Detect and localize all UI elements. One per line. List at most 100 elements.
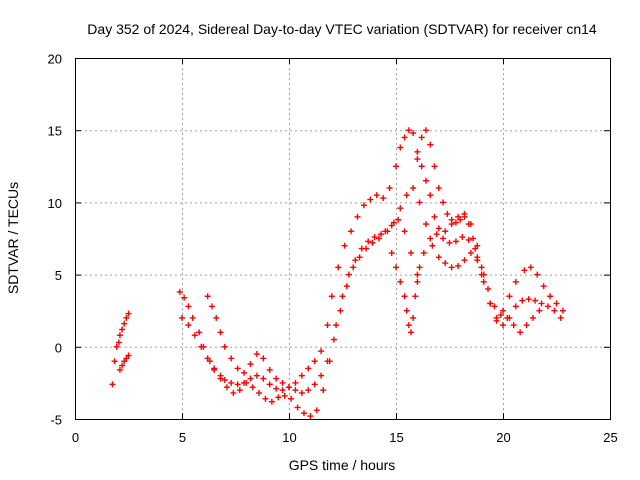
data-point [442,228,449,235]
data-point [311,381,318,388]
data-point [474,254,481,261]
data-point [529,314,536,321]
data-point [236,387,243,394]
data-point [343,283,350,290]
data-point [123,314,130,321]
data-point [457,216,464,223]
x-axis-label: GPS time / hours [289,457,396,473]
data-point [333,322,340,329]
plot-frame [75,58,611,420]
data-point [418,163,425,170]
data-point [504,314,511,321]
data-point [119,362,126,369]
data-point [213,314,220,321]
data-point [521,267,528,274]
data-point [405,127,412,134]
data-point [279,379,286,386]
data-point [247,375,254,382]
data-point [185,303,192,310]
data-point [429,242,436,249]
data-point [407,329,414,336]
data-point [292,387,299,394]
data-point [557,314,564,321]
data-point [249,384,256,391]
data-point [260,355,267,362]
data-point [208,303,215,310]
data-point [204,293,211,300]
data-point [536,307,543,314]
data-point [234,365,241,372]
data-point [487,300,494,307]
data-point [189,314,196,321]
data-point [397,144,404,151]
data-point [448,216,455,223]
data-point [559,307,566,314]
data-point [337,307,344,314]
data-point [427,141,434,148]
data-point [478,264,485,271]
data-point [500,307,506,314]
data-point [401,228,408,235]
data-point [410,130,417,137]
data-point [527,264,534,271]
data-point [506,293,513,300]
data-point [401,293,408,300]
data-point [221,377,228,384]
data-point [540,283,547,290]
data-point [191,332,198,339]
data-point [288,395,295,402]
data-point [448,264,455,271]
data-point [534,271,541,278]
data-point [544,303,551,310]
data-point [444,210,451,217]
data-point [380,195,387,202]
data-point [298,372,305,379]
series-track-c [176,127,566,394]
data-point [493,317,500,324]
data-point [217,375,224,382]
series-track-b [116,352,132,373]
data-point [262,395,269,402]
data-point [422,221,429,228]
data-point [405,322,412,329]
data-point [416,199,423,206]
y-tick-label: 5 [55,268,62,283]
data-point [467,249,474,256]
data-point [517,329,524,336]
data-point [356,254,363,261]
x-tick-label: 5 [179,430,186,445]
data-point [335,264,342,271]
data-point [472,245,479,252]
data-point [113,343,120,350]
data-point [386,184,393,191]
y-tick-label: 0 [55,340,62,355]
data-point [247,361,254,368]
data-point [211,365,218,372]
data-point [275,394,282,401]
data-point [519,297,526,304]
data-point [324,322,331,329]
data-point [525,296,532,303]
data-point [111,358,118,365]
data-point [348,228,355,235]
data-point [273,375,280,382]
chart-title: Day 352 of 2024, Sidereal Day-to-day VTE… [87,21,597,37]
data-point [363,245,370,252]
data-point [420,249,427,256]
data-point [360,202,367,209]
data-point [410,314,417,321]
data-point [256,390,263,397]
data-point [461,257,468,264]
data-point [485,286,492,293]
data-point [395,216,402,223]
data-point [217,329,224,336]
data-point [367,196,374,203]
data-point [382,228,389,235]
data-point [397,205,404,212]
data-point [491,303,498,310]
grid-layer [75,58,610,419]
data-point [318,348,325,355]
data-point [204,355,211,362]
data-point [266,366,273,373]
data-point [442,260,449,267]
